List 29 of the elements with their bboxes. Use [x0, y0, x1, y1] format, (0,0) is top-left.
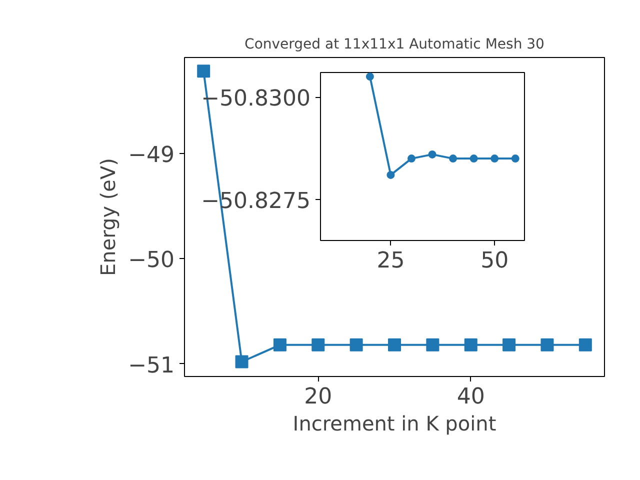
point: [449, 154, 458, 163]
y-axis-title: Energy (eV): [96, 158, 120, 276]
point: [511, 154, 520, 163]
x-tick-label: 20: [304, 384, 332, 410]
point: [407, 154, 416, 163]
point: [312, 338, 325, 352]
point: [540, 338, 554, 352]
y-tick-label: −49: [128, 142, 175, 168]
point: [428, 150, 436, 158]
point: [426, 338, 440, 352]
y-tick-label: −50: [128, 248, 175, 274]
point: [502, 338, 516, 352]
point: [273, 338, 286, 352]
chart-title: Converged at 11x11x1 Automatic Mesh 30: [244, 36, 544, 52]
x-tick-label: 25: [376, 248, 405, 274]
x-tick-label: 50: [480, 248, 509, 274]
point: [366, 72, 374, 81]
point: [197, 64, 210, 78]
point: [386, 170, 395, 179]
point: [235, 355, 248, 368]
point: [350, 338, 363, 352]
x-axis-title: Increment in K point: [292, 412, 496, 436]
point: [388, 338, 401, 352]
x-tick-label: 40: [456, 384, 485, 410]
point: [470, 154, 478, 163]
point: [490, 154, 499, 163]
point: [464, 338, 478, 352]
y-tick-label: −51: [128, 353, 175, 378]
point: [578, 338, 592, 352]
